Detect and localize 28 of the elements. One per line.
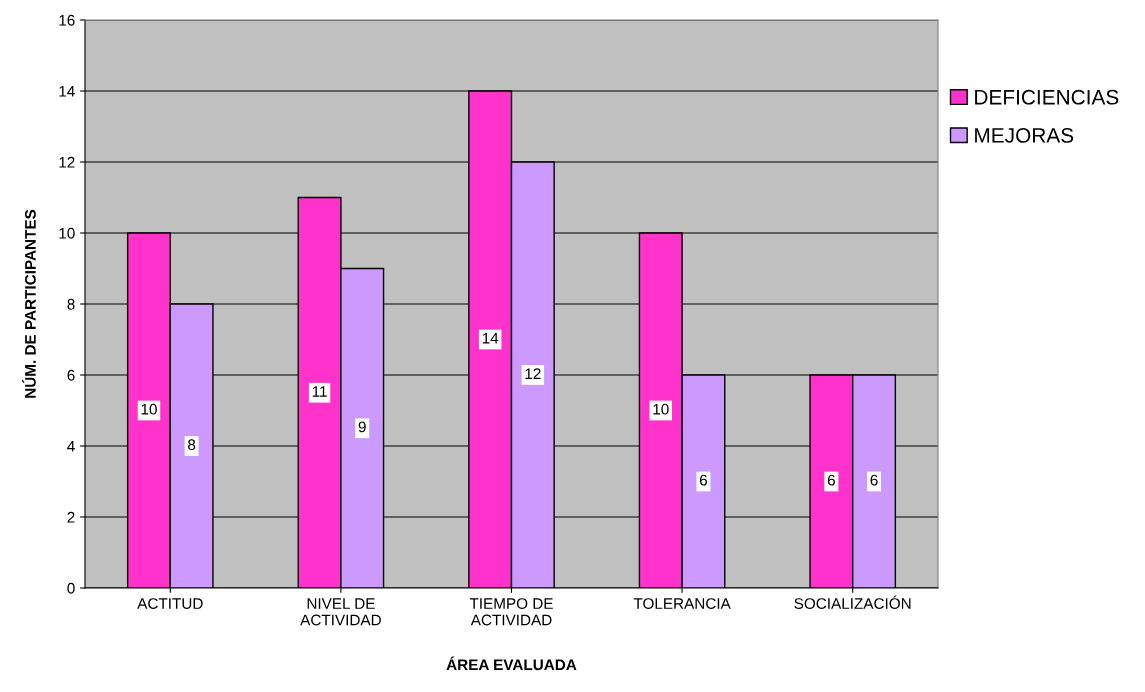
y-tick-label: 0 <box>67 582 75 594</box>
data-label: 11 <box>312 386 327 397</box>
y-tick-label: 2 <box>67 511 75 523</box>
data-label: 6 <box>699 474 707 486</box>
data-label: 14 <box>482 332 499 344</box>
data-label: 10 <box>653 403 669 415</box>
data-label: 12 <box>525 368 541 379</box>
y-tick-label: 4 <box>67 441 75 452</box>
data-label: 6 <box>827 474 835 486</box>
y-tick-label: 12 <box>59 156 75 168</box>
x-tick-label: SOCIALIZACIÓN <box>794 595 911 609</box>
data-label: 6 <box>870 474 878 486</box>
legend-label: MEJORAS <box>975 128 1074 143</box>
y-tick-label: 10 <box>59 227 75 239</box>
data-label: 9 <box>358 421 366 433</box>
x-tick-label: TOLERANCIA <box>633 598 731 609</box>
x-tick-label: NIVEL DE ACTIVIDAD <box>300 598 381 626</box>
legend-label: DEFICIENCIAS <box>975 89 1119 105</box>
y-tick-label: 6 <box>67 369 75 381</box>
y-tick-label: 14 <box>59 86 75 97</box>
x-axis-title: ÁREA EVALUADA <box>446 656 577 671</box>
data-label: 10 <box>141 403 157 415</box>
data-label: 8 <box>188 439 196 451</box>
y-tick-label: 8 <box>67 298 75 310</box>
y-axis-title: NÚM. DE PARTICIPANTES <box>22 209 36 398</box>
x-tick-label: ACTITUD <box>137 598 203 609</box>
x-tick-label: TIEMPO DE ACTIVIDAD <box>469 598 553 626</box>
y-tick-label: 16 <box>59 14 75 26</box>
